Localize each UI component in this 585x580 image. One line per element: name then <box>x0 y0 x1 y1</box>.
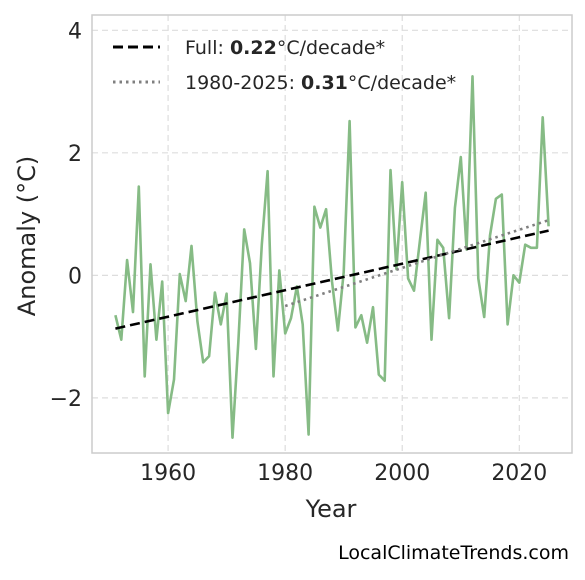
y-tick-label: 4 <box>68 19 82 44</box>
x-axis-label: Year <box>305 495 357 523</box>
y-tick-label: 2 <box>68 142 82 167</box>
legend-full-suffix: °C/decade* <box>277 37 385 59</box>
legend: Full: 0.22°C/decade* 1980-2025: 0.31°C/d… <box>113 37 456 94</box>
y-tick-label: 0 <box>68 264 82 289</box>
plot-frame <box>91 14 573 454</box>
y-tick-label: −2 <box>50 387 82 412</box>
grid <box>92 15 572 453</box>
y-tick-labels: −2 0 2 4 <box>50 19 82 412</box>
x-tick-labels: 1960 1980 2000 2020 <box>140 461 547 486</box>
recent-trend-line <box>284 218 550 308</box>
y-axis-label: Anomaly (°C) <box>13 156 41 316</box>
legend-entry-full: Full: 0.22°C/decade* <box>185 37 385 59</box>
legend-recent-value: 0.31 <box>301 72 348 94</box>
site-credit: LocalClimateTrends.com <box>338 542 569 564</box>
plot-lines <box>114 75 550 440</box>
x-tick-label: 1980 <box>257 461 313 486</box>
legend-full-value: 0.22 <box>230 37 277 59</box>
x-tick-label: 2000 <box>374 461 430 486</box>
legend-entry-recent: 1980-2025: 0.31°C/decade* <box>185 72 456 94</box>
legend-recent-prefix: 1980-2025: <box>185 72 301 94</box>
x-tick-label: 1960 <box>140 461 196 486</box>
anomaly-series-line <box>114 75 550 440</box>
legend-recent-suffix: °C/decade* <box>348 72 456 94</box>
x-tick-label: 2020 <box>491 461 547 486</box>
legend-full-prefix: Full: <box>185 37 230 59</box>
